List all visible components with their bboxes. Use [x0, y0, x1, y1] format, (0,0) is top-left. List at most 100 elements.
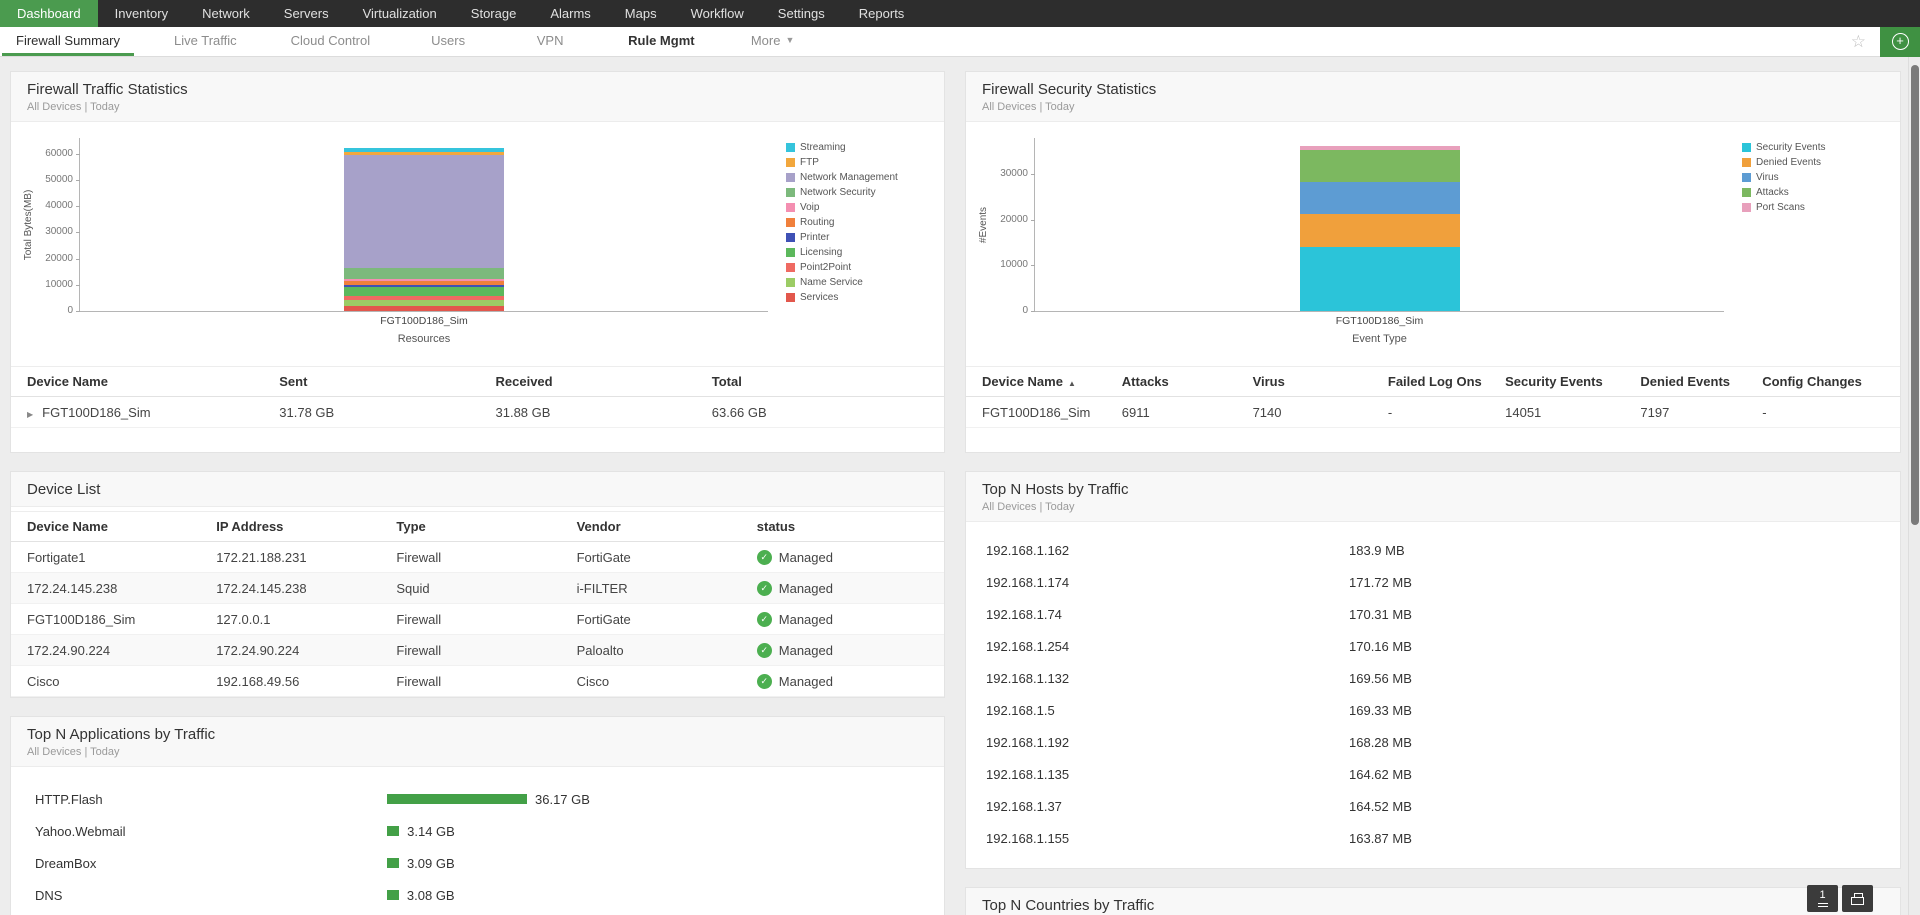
managed-check-icon: ✓ — [756, 673, 772, 689]
nav-item-workflow[interactable]: Workflow — [690, 6, 744, 21]
bar-segment-routing[interactable] — [344, 281, 504, 285]
legend-item-services[interactable]: Services — [786, 292, 936, 303]
nav-item-storage[interactable]: Storage — [470, 6, 517, 21]
bar-segment-name-service[interactable] — [344, 299, 504, 307]
table-row[interactable]: FGT100D186_Sim 6911 7140 - 14051 7197 - — [966, 397, 1900, 428]
legend-item-printer[interactable]: Printer — [786, 232, 936, 243]
host-row-192-168-1-254[interactable]: 192.168.1.254 170.16 MB — [966, 630, 1900, 662]
legend-item-routing[interactable]: Routing — [786, 217, 936, 228]
tab-rule-mgmt[interactable]: Rule Mgmt — [614, 27, 708, 56]
column-header-config-changes[interactable]: Config Changes — [1762, 374, 1884, 389]
host-row-192-168-1-155[interactable]: 192.168.1.155 163.87 MB — [966, 822, 1900, 854]
table-row[interactable]: FGT100D186_Sim 127.0.0.1 Firewall FortiGate… — [11, 604, 944, 635]
host-row-192-168-1-192[interactable]: 192.168.1.192 168.28 MB — [966, 726, 1900, 758]
host-row-192-168-1-162[interactable]: 192.168.1.162 183.9 MB — [966, 534, 1900, 566]
column-header-received[interactable]: Received — [496, 374, 712, 389]
app-row-epic-games[interactable]: Epic.Games3.08 GB — [11, 911, 944, 915]
nav-item-virtualization[interactable]: Virtualization — [362, 6, 437, 21]
nav-item-reports[interactable]: Reports — [858, 6, 905, 21]
expand-row-icon[interactable]: ▶ — [27, 409, 34, 419]
table-row[interactable]: ▶ FGT100D186_Sim 31.78 GB 31.88 GB 63.66 GB — [11, 397, 944, 428]
host-row-192-168-1-37[interactable]: 192.168.1.37 164.52 MB — [966, 790, 1900, 822]
bar-segment-streaming[interactable] — [344, 148, 504, 153]
tab-firewall-summary[interactable]: Firewall Summary — [2, 27, 135, 56]
column-header-denied-events[interactable]: Denied Events — [1640, 374, 1762, 389]
host-row-192-168-1-132[interactable]: 192.168.1.132 169.56 MB — [966, 662, 1900, 694]
table-row[interactable]: 172.24.90.224 172.24.90.224 Firewall Paloal… — [11, 635, 944, 666]
bar-segment-services[interactable] — [344, 306, 504, 311]
host-row-192-168-1-5[interactable]: 192.168.1.5 169.33 MB — [966, 694, 1900, 726]
legend-item-network-management[interactable]: Network Management — [786, 172, 936, 183]
table-row[interactable]: Cisco 192.168.49.56 Firewall Cisco ✓ Managed — [11, 666, 944, 697]
host-row-192-168-1-74[interactable]: 192.168.1.74 170.31 MB — [966, 598, 1900, 630]
nav-item-settings[interactable]: Settings — [777, 6, 825, 21]
column-header-device-name[interactable]: Device Name ▲ — [982, 374, 1122, 389]
column-header-total[interactable]: Total — [712, 374, 928, 389]
column-header-device-name[interactable]: Device Name — [27, 519, 216, 534]
bar-segment-network-management[interactable] — [344, 155, 504, 269]
tab-users[interactable]: Users — [410, 27, 486, 56]
stacked-bar-fgt100d186-sim[interactable] — [344, 138, 504, 311]
column-header-failed-log-ons[interactable]: Failed Log Ons — [1388, 374, 1505, 389]
vertical-scrollbar[interactable] — [1908, 57, 1920, 915]
table-row[interactable]: 172.24.145.238 172.24.145.238 Squid i-FILTE… — [11, 573, 944, 604]
nav-item-network[interactable]: Network — [202, 6, 250, 21]
bar-segment-ftp[interactable] — [344, 152, 504, 156]
alarms-floating-button[interactable]: 1 — [1807, 885, 1838, 912]
print-floating-button[interactable] — [1842, 885, 1873, 912]
bar-segment-printer[interactable] — [344, 284, 504, 287]
column-header-device-name[interactable]: Device Name — [27, 374, 279, 389]
legend-item-network-security[interactable]: Network Security — [786, 187, 936, 198]
tab-more[interactable]: More ▼ — [735, 27, 811, 56]
app-row-http-flash[interactable]: HTTP.Flash 36.17 GB — [11, 783, 944, 815]
legend-item-ftp[interactable]: FTP — [786, 157, 936, 168]
cell-vendor: FortiGate — [577, 550, 757, 565]
bar-segment-denied-events[interactable] — [1299, 214, 1460, 248]
scrollbar-thumb[interactable] — [1911, 65, 1919, 525]
bar-segment-security-events[interactable] — [1299, 247, 1460, 311]
legend-item-attacks[interactable]: Attacks — [1742, 187, 1892, 198]
bar-segment-virus[interactable] — [1299, 181, 1460, 215]
table-row[interactable]: Fortigate1 172.21.188.231 Firewall FortiGat… — [11, 542, 944, 573]
legend-item-security-events[interactable]: Security Events — [1742, 142, 1892, 153]
nav-item-maps[interactable]: Maps — [624, 6, 657, 21]
stacked-bar-fgt100d186-sim[interactable] — [1299, 138, 1460, 311]
bar-segment-attacks[interactable] — [1299, 150, 1460, 182]
column-header-sent[interactable]: Sent — [279, 374, 495, 389]
bar-segment-network-security[interactable] — [344, 268, 504, 279]
favorite-star-icon[interactable]: ☆ — [1850, 31, 1866, 51]
bar-segment-licensing[interactable] — [344, 286, 504, 296]
bar-segment-voip[interactable] — [344, 278, 504, 282]
tab-cloud-control[interactable]: Cloud Control — [277, 27, 385, 56]
nav-item-alarms[interactable]: Alarms — [550, 6, 591, 21]
column-header-ip-address[interactable]: IP Address — [216, 519, 396, 534]
column-header-attacks[interactable]: Attacks — [1122, 374, 1253, 389]
nav-item-dashboard[interactable]: Dashboard — [0, 0, 98, 27]
legend-item-port-scans[interactable]: Port Scans — [1742, 202, 1892, 213]
bar-segment-port-scans[interactable] — [1299, 146, 1460, 151]
add-widget-button[interactable]: + — [1880, 26, 1920, 57]
legend-item-name-service[interactable]: Name Service — [786, 277, 936, 288]
host-row-192-168-1-174[interactable]: 192.168.1.174 171.72 MB — [966, 566, 1900, 598]
column-header-status[interactable]: status — [757, 519, 928, 534]
host-row-192-168-1-135[interactable]: 192.168.1.135 164.62 MB — [966, 758, 1900, 790]
legend-item-voip[interactable]: Voip — [786, 202, 936, 213]
app-row-dreambox[interactable]: DreamBox 3.09 GB — [11, 847, 944, 879]
legend-item-denied-events[interactable]: Denied Events — [1742, 157, 1892, 168]
column-header-type[interactable]: Type — [396, 519, 576, 534]
tab-vpn[interactable]: VPN — [512, 27, 588, 56]
legend-item-point2point[interactable]: Point2Point — [786, 262, 936, 273]
legend-item-virus[interactable]: Virus — [1742, 172, 1892, 183]
legend-item-licensing[interactable]: Licensing — [786, 247, 936, 258]
column-header-security-events[interactable]: Security Events — [1505, 374, 1640, 389]
app-row-dns[interactable]: DNS 3.08 GB — [11, 879, 944, 911]
nav-item-servers[interactable]: Servers — [283, 6, 329, 21]
bar-segment-point2point[interactable] — [344, 295, 504, 300]
legend-label: Network Management — [800, 172, 898, 183]
column-header-virus[interactable]: Virus — [1253, 374, 1388, 389]
column-header-vendor[interactable]: Vendor — [577, 519, 757, 534]
tab-live-traffic[interactable]: Live Traffic — [160, 27, 251, 56]
nav-item-inventory[interactable]: Inventory — [114, 6, 169, 21]
app-row-yahoo-webmail[interactable]: Yahoo.Webmail 3.14 GB — [11, 815, 944, 847]
legend-item-streaming[interactable]: Streaming — [786, 142, 936, 153]
